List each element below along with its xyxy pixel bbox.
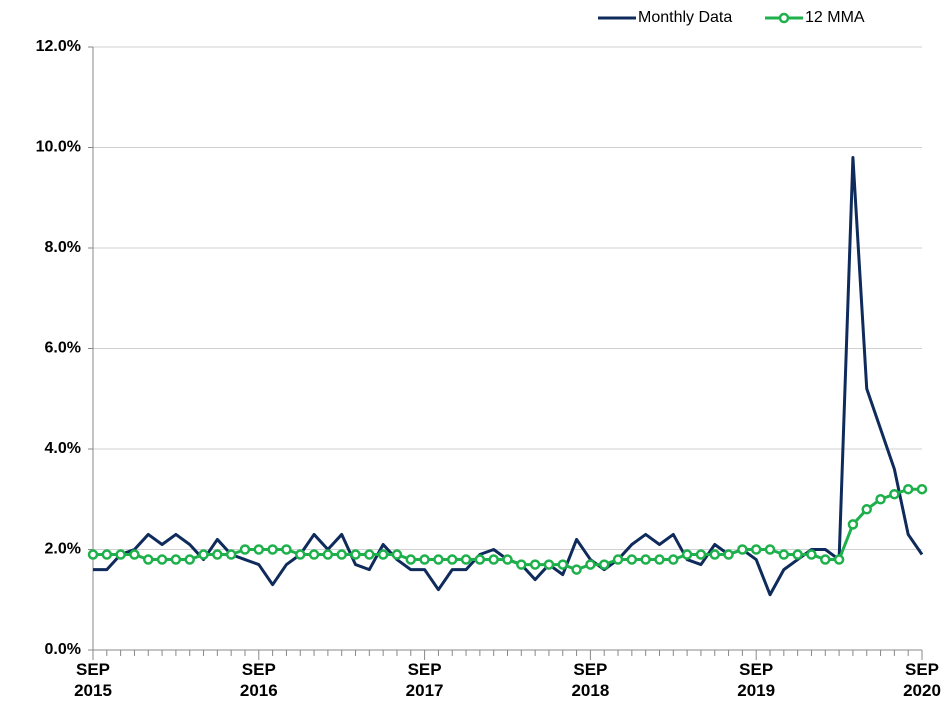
series-marker <box>847 519 859 530</box>
series-marker <box>267 544 278 555</box>
series-marker <box>737 544 748 555</box>
series-marker <box>170 554 182 565</box>
series-marker <box>488 554 499 565</box>
series-marker <box>460 554 472 565</box>
series-marker <box>405 554 417 565</box>
series-marker <box>668 554 679 565</box>
series-marker <box>115 549 126 560</box>
series-marker <box>764 544 776 555</box>
series-marker <box>474 554 486 565</box>
x-tick-label: SEP 2016 <box>239 660 278 700</box>
series-marker <box>433 554 444 565</box>
series-marker <box>889 488 900 500</box>
series-marker <box>322 549 334 560</box>
y-tick-label: 8.0% <box>45 239 81 256</box>
series-marker <box>308 549 320 560</box>
x-tick-label: SEP 2017 <box>405 660 444 700</box>
series-marker <box>502 554 513 565</box>
series-marker <box>87 549 99 560</box>
series-marker <box>585 559 596 570</box>
series-marker <box>198 549 209 560</box>
series-marker <box>350 549 361 560</box>
series-marker <box>681 549 693 560</box>
y-tick-label: 6.0% <box>45 340 81 357</box>
series-marker <box>654 554 665 565</box>
series-marker <box>212 549 223 560</box>
x-tick-label: SEP 2018 <box>571 660 610 700</box>
y-tick-label: 10.0% <box>36 139 81 156</box>
series-marker <box>916 483 928 495</box>
series-marker <box>281 544 292 555</box>
series-marker <box>184 554 195 565</box>
series-marker <box>239 544 251 555</box>
series-marker <box>446 554 458 565</box>
x-tick-label: SEP 2019 <box>737 660 776 700</box>
series-marker <box>820 554 831 565</box>
series-marker <box>543 559 555 570</box>
series-marker <box>295 549 306 560</box>
series-marker <box>377 549 389 560</box>
series-marker <box>516 559 527 570</box>
legend-label: Monthly Data <box>638 9 732 26</box>
series-marker <box>806 549 817 560</box>
series-marker <box>695 549 707 560</box>
series-marker <box>129 549 140 560</box>
series-line <box>93 156 924 597</box>
series-marker <box>640 554 651 565</box>
series-marker <box>833 554 845 565</box>
y-tick-label: 0.0% <box>45 641 81 658</box>
series-marker <box>902 483 914 495</box>
series-marker <box>336 549 347 560</box>
y-tick-label: 12.0% <box>36 38 81 55</box>
series-marker <box>143 554 154 565</box>
x-tick-label: SEP 2020 <box>903 660 941 700</box>
series-marker <box>225 549 237 560</box>
series-marker <box>723 549 734 560</box>
legend-marker <box>778 12 790 24</box>
series-marker <box>364 549 375 560</box>
series-marker <box>598 559 610 570</box>
series-marker <box>861 504 872 515</box>
series-marker <box>571 564 582 575</box>
y-tick-label: 4.0% <box>45 440 81 457</box>
series-marker <box>750 544 762 555</box>
series-marker <box>875 494 886 505</box>
series-marker <box>557 559 569 570</box>
series-marker <box>778 549 790 560</box>
series-marker <box>156 554 168 565</box>
series-marker <box>101 549 113 560</box>
legend-label: 12 MMA <box>805 9 865 26</box>
x-tick-label: SEP 2015 <box>74 660 112 700</box>
series-marker <box>709 549 720 560</box>
series-marker <box>391 549 403 560</box>
series-marker <box>529 559 541 570</box>
series-marker <box>253 544 265 555</box>
series-marker <box>419 554 430 565</box>
series-marker <box>612 554 624 565</box>
y-tick-label: 2.0% <box>45 541 81 558</box>
series-marker <box>626 554 638 565</box>
series-marker <box>792 549 803 560</box>
